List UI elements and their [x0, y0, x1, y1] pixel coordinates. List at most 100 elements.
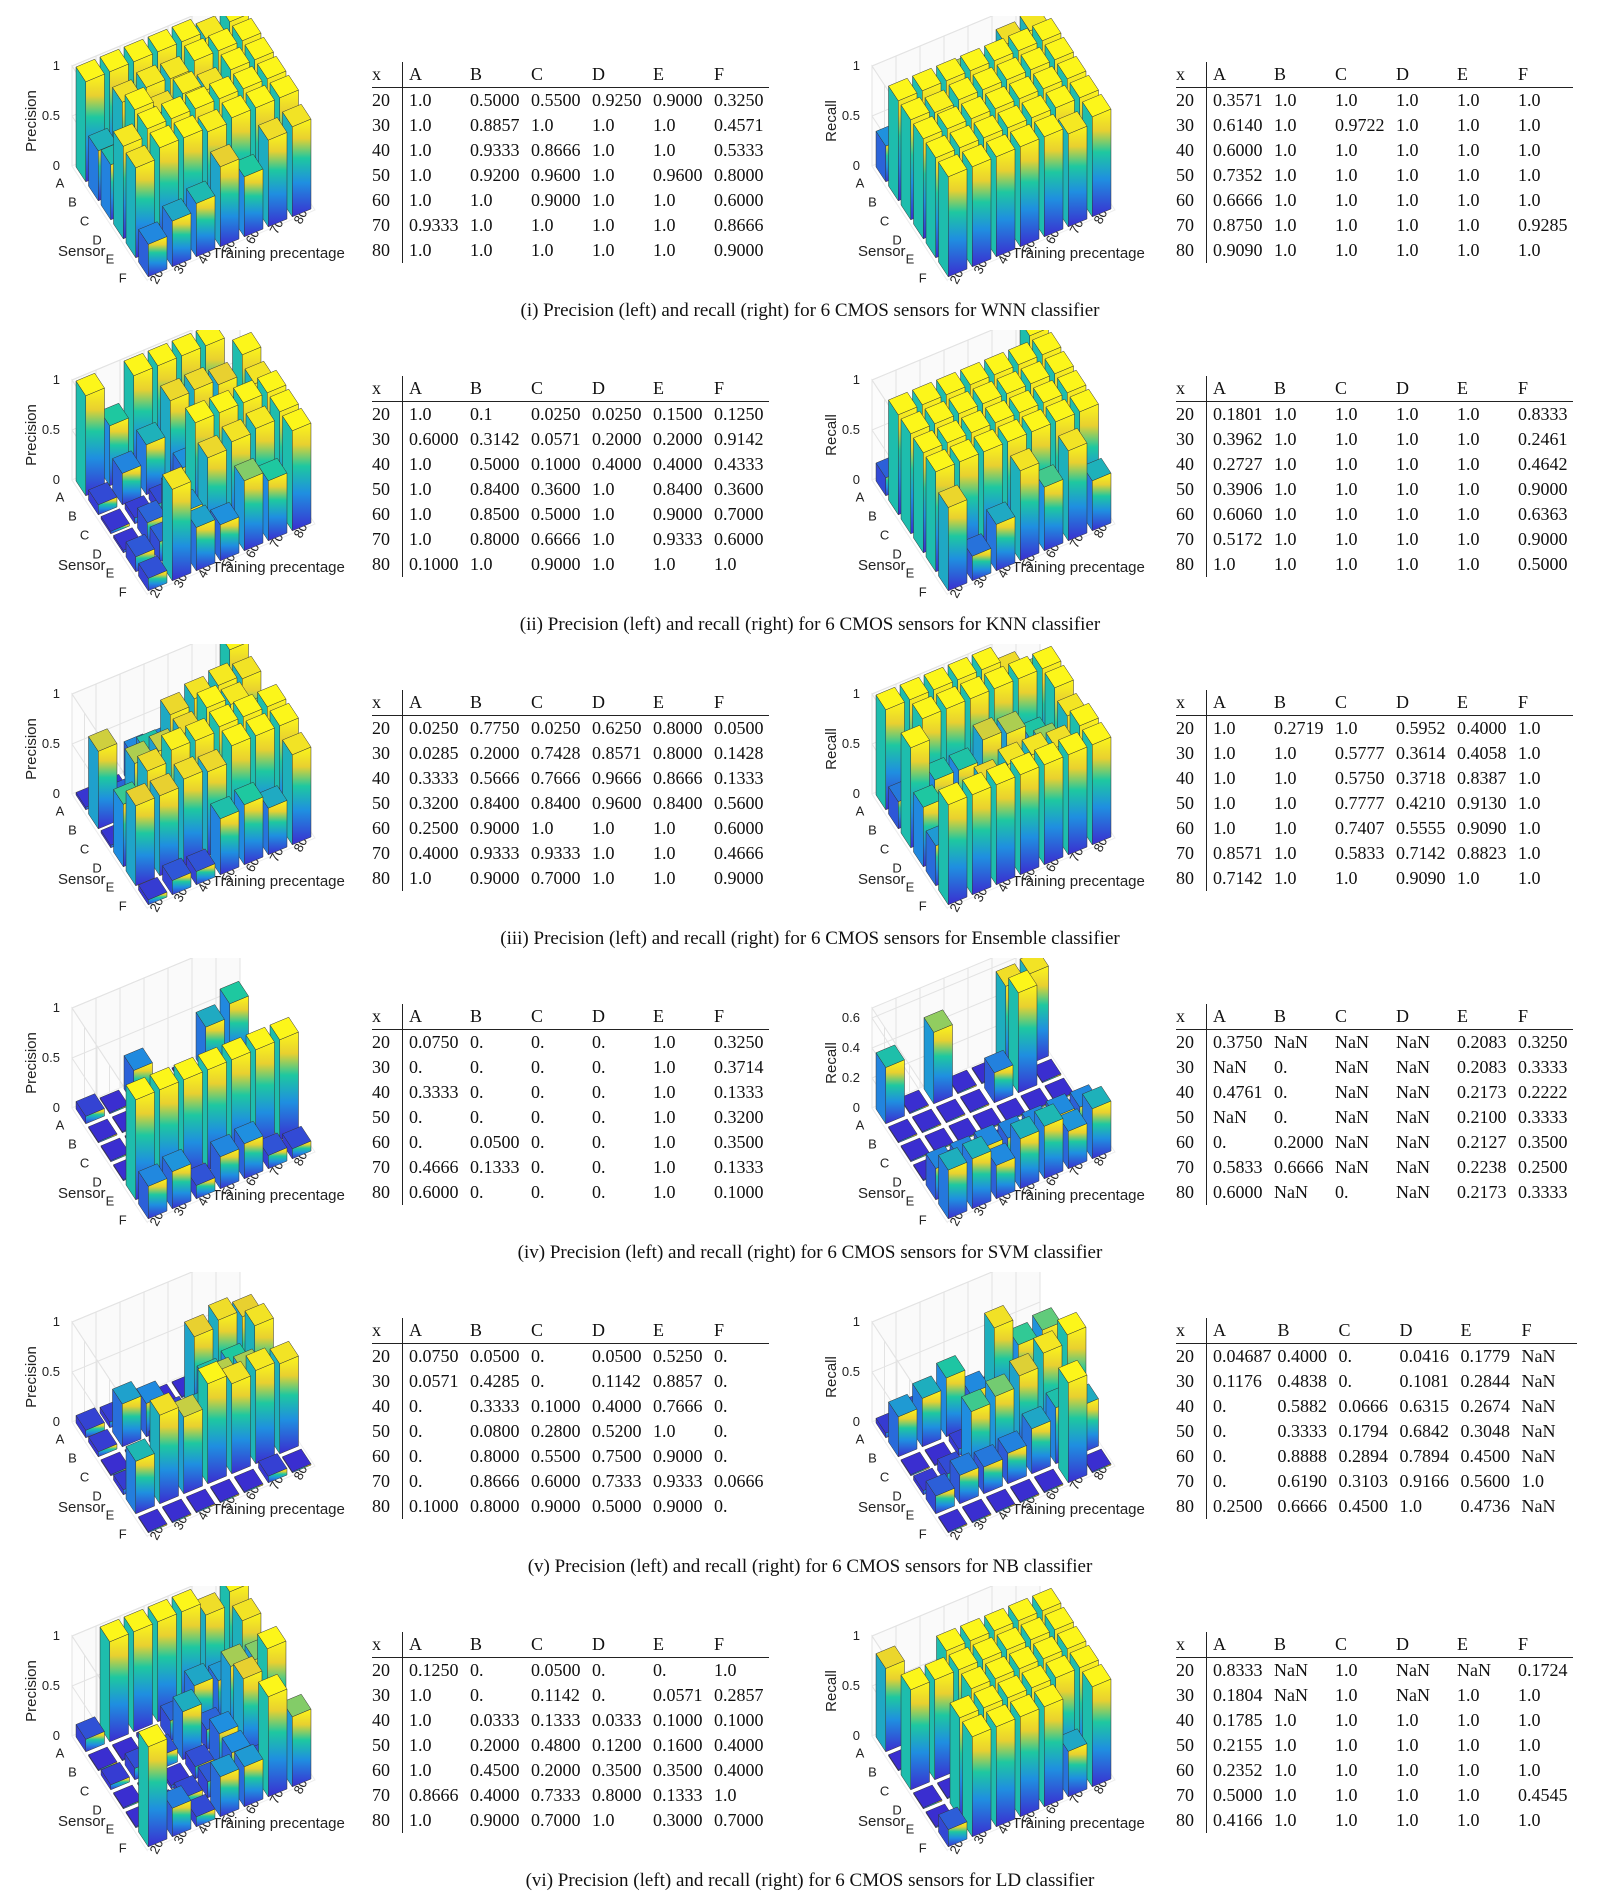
table-cell: 1.0	[592, 843, 615, 863]
table-cell: 0.1804	[1213, 1685, 1263, 1705]
precision-z-tick: 1	[53, 1628, 60, 1643]
bar-F-70	[258, 1453, 288, 1484]
bar-A-20	[75, 1093, 105, 1125]
sensor-tick: F	[119, 1213, 127, 1228]
table-cell: NaN	[1396, 1157, 1430, 1177]
precision-z-tick: 0.5	[42, 1050, 60, 1065]
bar-B-20	[88, 481, 118, 516]
table-cell: 0.	[409, 1396, 423, 1416]
sensor-axis-label: Sensor	[858, 1499, 906, 1516]
table-cell: 0.	[714, 1346, 728, 1366]
precision-table: x A B C D E F 20 0.0250 0.7750 0.0250 0.6250 0.8000 0…	[372, 690, 769, 891]
sensor-tick: C	[880, 1784, 889, 1799]
row-header: 60	[372, 188, 403, 213]
recall-table: x A B C D E F 20 0.04687 0.4000 0. 0.0416 0.1779 NaN 3…	[1176, 1318, 1577, 1519]
column-header: D	[1390, 1632, 1451, 1658]
table-cell: 0.	[409, 1446, 423, 1466]
table-cell: 1.0	[1335, 718, 1358, 738]
recall-plot: 0 0.5 1 Recall A B C D E F 20 30 40 50 60 70 80 Sensor Tra…	[800, 16, 1180, 306]
table-cell: 0.6666	[531, 529, 581, 549]
bar-F-40	[186, 1488, 216, 1514]
row-header: 80	[1176, 552, 1207, 577]
table-cell: 0.2857	[714, 1685, 764, 1705]
sensor-tick: A	[56, 1746, 65, 1761]
table-cell: NaN	[1396, 1032, 1430, 1052]
table-cell: 0.3333	[470, 1396, 520, 1416]
precision-table: x A B C D E F 20 0.0750 0.0500 0. 0.0500 0.5250 0. 30 0…	[372, 1318, 769, 1519]
sensor-tick: A	[56, 1118, 65, 1133]
table-cell: 0.	[1213, 1396, 1227, 1416]
table-cell: 0.2127	[1457, 1132, 1507, 1152]
row-header: 70	[1176, 841, 1207, 866]
bar-F-20	[138, 555, 168, 592]
table-cell: 0.3048	[1460, 1421, 1511, 1441]
table-cell: 0.5555	[1396, 818, 1446, 838]
training-axis-label: Training precentage	[212, 245, 345, 262]
table-cell: 0.1724	[1518, 1660, 1568, 1680]
table-cell: 1.0	[1274, 404, 1297, 424]
column-header: D	[1390, 376, 1451, 402]
bar-C-50	[172, 1688, 202, 1761]
table-cell: 1.0	[1457, 479, 1480, 499]
bar-A-40	[923, 1009, 953, 1105]
table-cell: 0.	[1274, 1107, 1288, 1127]
table-cell: 0.0500	[470, 1346, 520, 1366]
table-cell: 1.0	[1274, 529, 1297, 549]
table-cell: 0.9200	[470, 165, 520, 185]
table-cell: 0.4000	[1277, 1346, 1328, 1366]
column-header: D	[586, 376, 647, 402]
table-cell: NaN	[1396, 1132, 1430, 1152]
precision-plot: 0 0.5 1 Precision A B C D E F 20 30 40 50 60 70 80 Sensor…	[0, 330, 380, 620]
table-cell: 0.3103	[1338, 1471, 1389, 1491]
table-cell: 0.5000	[1518, 554, 1568, 574]
bar-F-80	[282, 1448, 312, 1474]
recall-axis-label: Recall	[823, 1356, 840, 1398]
sensor-tick: A	[856, 176, 865, 191]
table-cell: 0.4838	[1277, 1371, 1328, 1391]
table-cell: 0.3962	[1213, 429, 1263, 449]
bar-F-50	[210, 1753, 240, 1818]
bar-F-40	[186, 1793, 216, 1828]
table-cell: 1.0	[1457, 165, 1480, 185]
recall-plot: 0 0.5 1 Recall A B C D E F 20 30 40 50 60 70 80 Sensor Tra…	[800, 1586, 1180, 1876]
column-header: A	[402, 376, 464, 402]
table-row: 30 1.0 1.0 0.5777 0.3614 0.4058 1.0	[1176, 741, 1573, 766]
table-cell: 1.0	[1396, 1735, 1419, 1755]
table-cell: 0.6315	[1399, 1396, 1450, 1416]
table-cell: 0.7000	[714, 1810, 764, 1830]
table-cell: 1.0	[1335, 140, 1358, 160]
precision-bars	[75, 980, 312, 1220]
table-cell: 1.0	[1335, 529, 1358, 549]
table-cell: 0.0500	[531, 1660, 581, 1680]
panel-caption: (iii) Precision (left) and recall (right…	[500, 928, 1120, 949]
table-cell: 1.0	[653, 868, 676, 888]
row-header: 40	[1176, 1080, 1207, 1105]
table-cell: 1.0	[1457, 1710, 1480, 1730]
table-cell: 1.0	[1335, 1660, 1358, 1680]
row-header: 30	[372, 741, 403, 766]
column-header: E	[1451, 1004, 1512, 1030]
precision-z-tick: 1	[53, 1314, 60, 1329]
table-cell: NaN	[1213, 1057, 1247, 1077]
table-cell: 1.0	[1335, 1710, 1358, 1730]
table-cell: 1.0	[1457, 215, 1480, 235]
table-cell: 0.7500	[592, 1446, 642, 1466]
column-header: x	[372, 1632, 403, 1658]
row-header: 80	[372, 238, 403, 263]
table-row: 60 1.0 0.4500 0.2000 0.3500 0.3500 0.4000	[372, 1758, 769, 1783]
table-cell: 0.9600	[653, 165, 703, 185]
row-header: 30	[372, 1683, 403, 1708]
table-row: 60 0.6060 1.0 1.0 1.0 1.0 0.6363	[1176, 502, 1573, 527]
table-cell: 1.0	[1335, 868, 1358, 888]
precision-bars	[75, 330, 312, 592]
bar-F-40	[986, 1488, 1016, 1514]
panel-caption: (i) Precision (left) and recall (right) …	[520, 300, 1100, 321]
row-header: 70	[1176, 213, 1207, 238]
table-cell: 0.4000	[409, 843, 459, 863]
table-row: 70 0.5172 1.0 1.0 1.0 1.0 0.9000	[1176, 527, 1573, 552]
sensor-tick: E	[906, 252, 915, 267]
table-cell: 0.3906	[1213, 479, 1263, 499]
sensor-axis-label: Sensor	[58, 243, 106, 260]
column-header: E	[1451, 62, 1512, 88]
